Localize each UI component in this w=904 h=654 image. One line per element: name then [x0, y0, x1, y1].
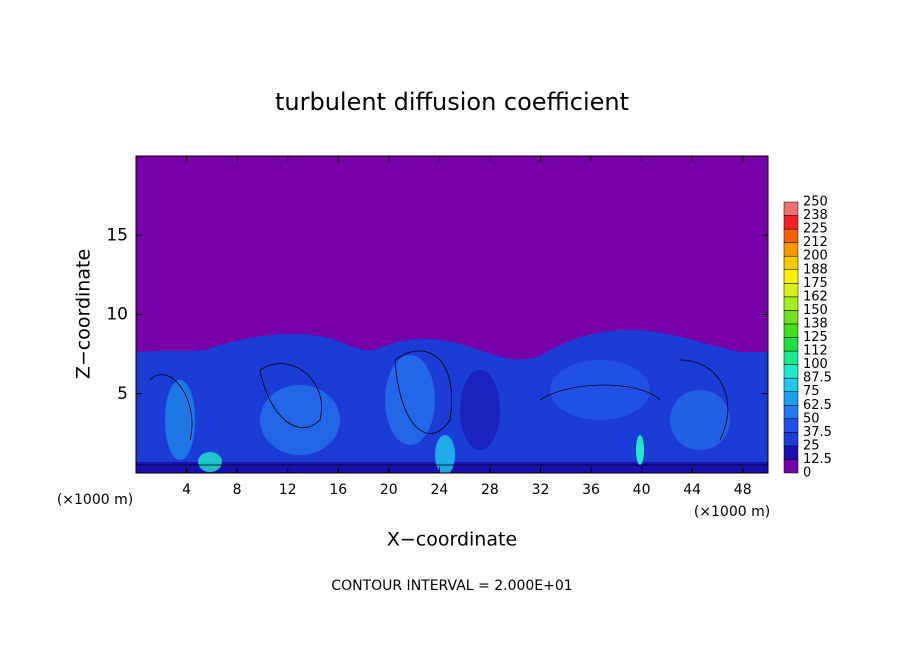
- colorbar-box: [783, 459, 799, 474]
- x-tick-label: 40: [633, 482, 651, 498]
- colorbar-label: 0: [803, 466, 811, 481]
- colorbar-label: 212: [803, 235, 828, 250]
- colorbar-box: [783, 269, 799, 284]
- colorbar-box: [783, 215, 799, 230]
- colorbar-box: [783, 405, 799, 420]
- colorbar-label: 62.5: [803, 398, 832, 413]
- colorbar-box: [783, 377, 799, 392]
- colorbar-label: 250: [803, 195, 828, 210]
- colorbar-label: 188: [803, 262, 828, 277]
- colorbar-box: [783, 391, 799, 406]
- x-axis-label: X−coordinate: [387, 529, 517, 551]
- colorbar-box: [783, 228, 799, 243]
- colorbar-box: [783, 418, 799, 433]
- colorbar-label: 50: [803, 411, 820, 426]
- colorbar-label: 25: [803, 438, 820, 453]
- colorbar-label: 238: [803, 208, 828, 223]
- colorbar-label: 12.5: [803, 452, 832, 467]
- colorbar-label: 112: [803, 344, 828, 359]
- colorbar-box: [783, 310, 799, 325]
- x-tick-label: 12: [279, 482, 297, 498]
- y-tick-label: 10: [106, 305, 128, 325]
- contour-field: [136, 156, 768, 473]
- colorbar-box: [783, 350, 799, 365]
- colorbar-label: 100: [803, 357, 828, 372]
- colorbar-box: [783, 201, 799, 216]
- x-unit: (×1000 m): [57, 492, 133, 508]
- y-axis-label: Z−coordinate: [73, 249, 95, 379]
- colorbar-box: [783, 255, 799, 271]
- x-tick-label: 24: [430, 482, 448, 498]
- y-tick-label: 15: [106, 225, 128, 245]
- x-tick-label: 20: [380, 482, 398, 498]
- x-tick-label: 8: [233, 482, 242, 498]
- colorbar-box: [783, 337, 799, 352]
- colorbar-label: 162: [803, 289, 828, 304]
- colorbar-label: 150: [803, 303, 828, 318]
- x-tick-label: 36: [582, 482, 600, 498]
- colorbar-label: 87.5: [803, 371, 832, 386]
- x-tick-label: 16: [329, 482, 347, 498]
- x-tick-label: 44: [683, 482, 701, 498]
- y-tick-label: 5: [117, 384, 128, 404]
- x-tick-label: 48: [734, 482, 752, 498]
- colorbar-box: [783, 242, 799, 257]
- colorbar-label: 37.5: [803, 425, 832, 440]
- colorbar-label: 175: [803, 276, 828, 291]
- x-unit-right: (×1000 m): [694, 504, 770, 520]
- colorbar-box: [783, 296, 799, 311]
- x-tick-label: 4: [182, 482, 191, 498]
- colorbar-label: 200: [803, 249, 828, 264]
- colorbar-label: 125: [803, 330, 828, 345]
- colorbar-box: [783, 323, 799, 338]
- x-tick-label: 32: [532, 482, 550, 498]
- colorbar-box: [783, 432, 799, 447]
- colorbar-box: [783, 445, 799, 460]
- colorbar-label: 138: [803, 316, 828, 331]
- x-tick-label: 28: [481, 482, 499, 498]
- colorbar-box: [783, 283, 799, 298]
- chart-title: turbulent diffusion coefficient: [275, 88, 629, 116]
- colorbar-box: [783, 364, 799, 379]
- colorbar-label: 225: [803, 222, 828, 237]
- colorbar-label: 75: [803, 384, 820, 399]
- footer: CONTOUR INTERVAL = 2.000E+01: [331, 578, 572, 594]
